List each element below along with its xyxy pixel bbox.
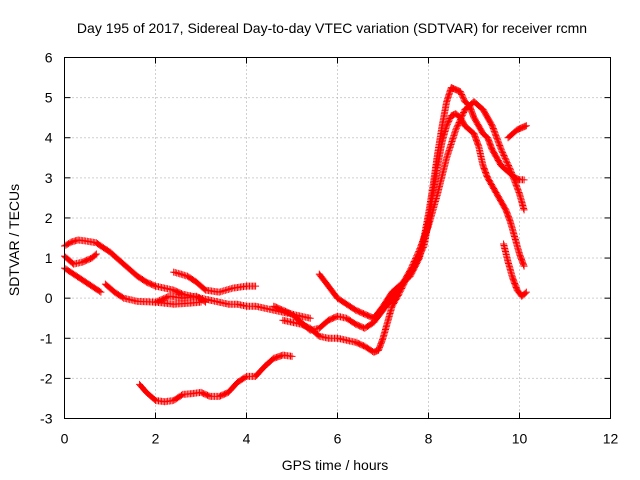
series-track-2	[61, 264, 105, 296]
y-tick-label: 6	[45, 50, 53, 66]
series-track-10	[270, 98, 528, 334]
point-marks	[136, 351, 296, 406]
y-tick-label: -2	[40, 370, 53, 386]
x-tick-labels: 0 2 4 6 8 10 12	[61, 431, 619, 447]
y-axis-label: SDTVAR / TECUs	[6, 184, 22, 296]
series-track-6	[152, 292, 210, 306]
x-tick-label: 4	[243, 431, 251, 447]
y-tick-label: -3	[40, 411, 53, 427]
chart-title: Day 195 of 2017, Sidereal Day-to-day VTE…	[77, 20, 587, 36]
point-marks	[61, 250, 100, 268]
data-points	[61, 84, 530, 406]
point-marks	[315, 84, 528, 322]
point-marks	[504, 122, 530, 142]
y-tick-label: 2	[45, 210, 53, 226]
x-axis-label: GPS time / hours	[282, 457, 389, 473]
y-tick-labels: -3 -2 -1 0 1 2 3 4 5 6	[40, 50, 53, 427]
x-tick-label: 10	[512, 431, 528, 447]
series-track-7	[136, 351, 296, 406]
y-tick-label: 5	[45, 90, 53, 106]
grid	[64, 57, 611, 419]
series-track-9	[315, 84, 528, 322]
series-track-5	[170, 268, 260, 296]
point-marks	[152, 292, 210, 306]
point-marks	[61, 264, 105, 296]
x-tick-label: 2	[152, 431, 160, 447]
x-tick-label: 6	[334, 431, 342, 447]
y-tick-label: -1	[40, 330, 53, 346]
x-tick-label: 12	[603, 431, 619, 447]
x-tick-label: 0	[61, 431, 69, 447]
point-marks	[170, 268, 260, 296]
point-marks	[270, 98, 528, 334]
point-marks	[500, 240, 530, 300]
series-track-11	[504, 122, 530, 142]
y-tick-label: 0	[45, 290, 53, 306]
y-tick-label: 1	[45, 250, 53, 266]
plot-frame	[64, 57, 611, 419]
y-tick-label: 4	[45, 130, 53, 146]
y-tick-label: 3	[45, 170, 53, 186]
series-track-12	[500, 240, 530, 300]
x-tick-label: 8	[425, 431, 433, 447]
series-track-3	[61, 250, 100, 268]
